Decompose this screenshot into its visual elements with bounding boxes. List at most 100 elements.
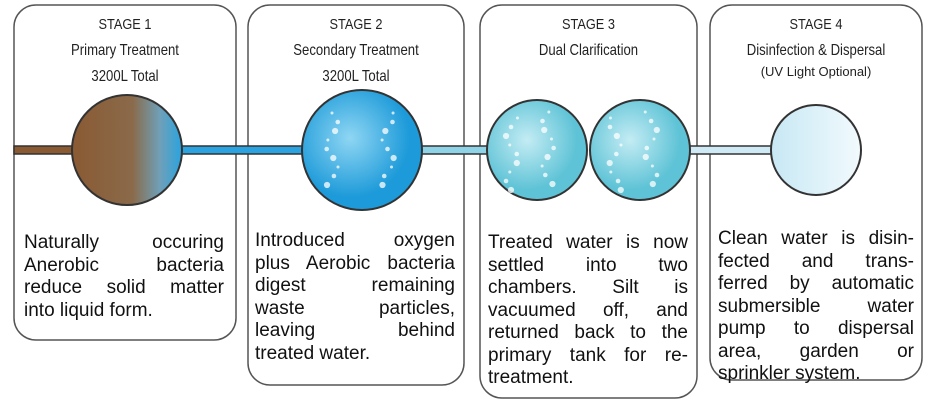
bubble	[503, 133, 509, 139]
stage-header: STAGE 3 Dual Clarification	[480, 16, 697, 68]
bubble	[609, 117, 612, 120]
description-line: settled into two	[488, 255, 688, 278]
bubble	[544, 154, 550, 160]
bubble	[332, 174, 337, 179]
bubble	[508, 187, 514, 193]
bubble	[330, 155, 336, 161]
bubble	[508, 144, 511, 147]
description-line: chambers. Silt is	[488, 277, 688, 300]
bubble	[509, 125, 514, 130]
bubble	[324, 147, 329, 152]
description-line: fected and trans-	[718, 251, 914, 274]
bubble	[654, 127, 660, 133]
description-line: waste particles,	[255, 298, 455, 321]
description-line: Naturally occuring	[24, 232, 224, 255]
bubble	[390, 120, 395, 125]
bubble	[616, 179, 621, 184]
pipe	[688, 146, 773, 154]
stage-header: STAGE 2Secondary Treatment3200L Total	[248, 16, 464, 94]
bubble	[551, 146, 556, 151]
description-line: Anerobic bacteria	[24, 255, 224, 278]
description-line: returned back to the	[488, 322, 688, 345]
bubble	[653, 138, 656, 141]
description-line: area, garden or	[718, 341, 914, 364]
bubble	[618, 187, 624, 193]
description-line: leaving behind	[255, 320, 455, 343]
bubble	[382, 174, 387, 179]
description-line: reduce solid matter	[24, 277, 224, 300]
bubble	[514, 152, 519, 157]
bubble	[514, 160, 520, 166]
description-line: plus Aerobic bacteria	[255, 253, 455, 276]
description-line: Introduced oxygen	[255, 230, 455, 253]
bubble	[392, 112, 395, 115]
stage-label: STAGE 3	[496, 16, 680, 33]
stage-label: STAGE 2	[264, 16, 448, 33]
bubble	[644, 111, 647, 114]
bubble	[614, 133, 620, 139]
description-line: primary tank for re-	[488, 345, 688, 368]
bubble	[643, 154, 649, 160]
pipe	[14, 146, 74, 154]
description-line: digest remaining	[255, 275, 455, 298]
bubble	[336, 166, 339, 169]
description-line: Clean water is disin-	[718, 228, 914, 251]
bubble	[385, 147, 390, 152]
bubble	[655, 173, 660, 178]
stage-header: STAGE 1 Primary Treatment 3200L Total	[14, 16, 236, 94]
description-line: into liquid form.	[24, 300, 224, 323]
bubble	[650, 181, 656, 187]
bubble	[541, 165, 544, 168]
bubble	[649, 119, 654, 124]
description-line: treatment.	[488, 367, 688, 390]
stage-title: Dual Clarification	[500, 42, 678, 60]
bubble	[609, 171, 612, 174]
bubble	[543, 173, 548, 178]
tank	[487, 100, 587, 200]
stage-note: (UV Light Optional)	[710, 64, 922, 79]
description-line: treated water.	[255, 343, 455, 366]
stage-description: Naturally occuringAnerobic bacteriareduc…	[24, 232, 224, 322]
description-line: vacuumed off, and	[488, 300, 688, 323]
tank	[302, 90, 422, 210]
stage-title: Secondary Treatment	[267, 42, 444, 60]
bubble	[607, 160, 613, 166]
bubble	[619, 144, 622, 147]
bubble	[335, 120, 340, 125]
bubble	[390, 166, 393, 169]
tank	[72, 95, 182, 205]
bubble	[516, 117, 519, 120]
bubble	[614, 152, 619, 157]
bubble	[540, 119, 545, 124]
bubble	[379, 182, 385, 188]
stage-header: STAGE 4 Disinfection & Dispersal (UV Light…	[710, 16, 922, 79]
stage-label: STAGE 4	[726, 16, 906, 33]
bubble	[382, 128, 388, 134]
description-line: Treated water is now	[488, 232, 688, 255]
bubble	[504, 179, 509, 184]
pipe	[181, 146, 303, 154]
bubble	[549, 181, 555, 187]
bubble	[391, 155, 397, 161]
page: STAGE 1 Primary Treatment 3200L Total Natur…	[0, 0, 933, 400]
bubble	[381, 139, 384, 142]
stage-capacity: 3200L Total	[34, 68, 216, 86]
bubble	[547, 111, 550, 114]
description-line: pump to dispersal	[718, 318, 914, 341]
description-line: submersible water	[718, 296, 914, 319]
bubble	[332, 128, 338, 134]
bubble	[541, 127, 547, 133]
description-line: sprinkler system.	[718, 363, 914, 386]
stage-label: STAGE 1	[31, 16, 220, 33]
bubble	[331, 112, 334, 115]
bubble	[651, 165, 654, 168]
stage-title: Disinfection & Dispersal	[729, 42, 903, 60]
bubble	[326, 139, 329, 142]
bubble	[324, 182, 330, 188]
stage-title: Primary Treatment	[34, 42, 216, 60]
bubble	[508, 171, 511, 174]
stage-description: Clean water is disin-fected and trans-fe…	[718, 228, 914, 386]
tank	[590, 100, 690, 200]
